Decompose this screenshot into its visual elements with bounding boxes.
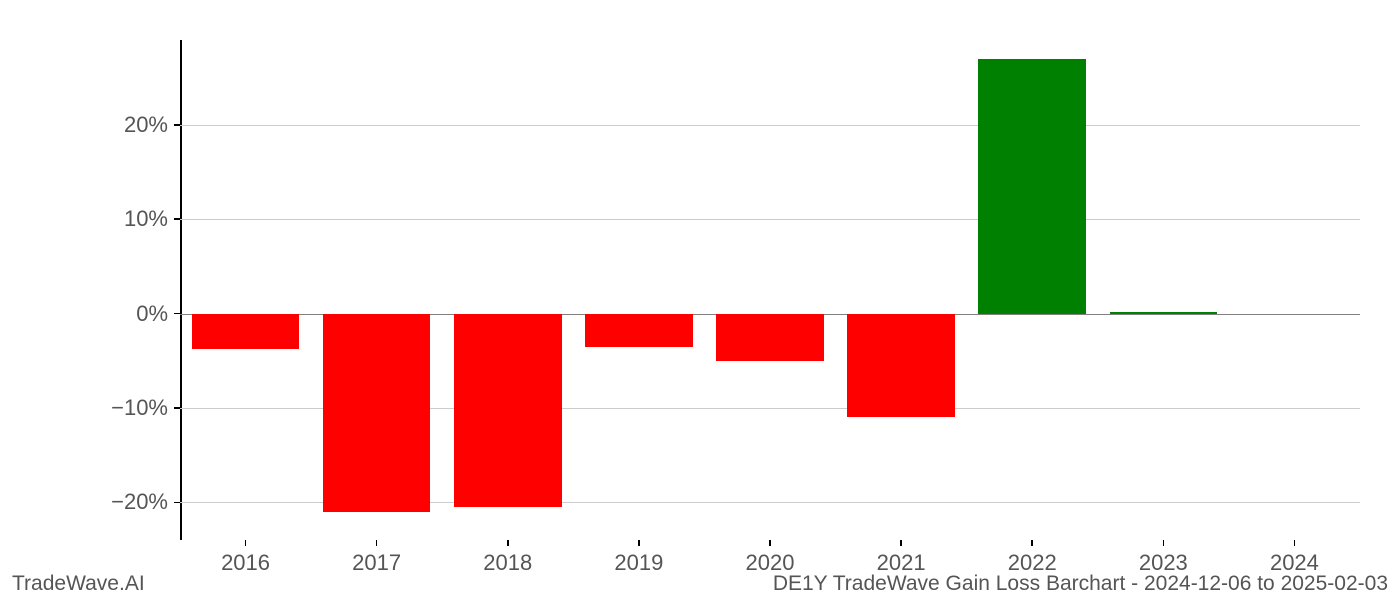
y-tick-mark — [174, 407, 180, 409]
gridline — [180, 219, 1360, 220]
bar — [454, 314, 562, 507]
plot-area: −20%−10%0%10%20%201620172018201920202021… — [180, 40, 1360, 540]
x-tick-mark — [1031, 540, 1033, 546]
x-tick-mark — [638, 540, 640, 546]
x-tick-label: 2019 — [614, 550, 663, 576]
y-tick-label: 10% — [124, 206, 168, 232]
x-tick-mark — [245, 540, 247, 546]
x-tick-mark — [1163, 540, 1165, 546]
bar — [1110, 312, 1218, 314]
x-tick-mark — [376, 540, 378, 546]
y-tick-mark — [174, 313, 180, 315]
x-tick-mark — [769, 540, 771, 546]
y-tick-label: 0% — [136, 301, 168, 327]
x-tick-label: 2016 — [221, 550, 270, 576]
chart-container: −20%−10%0%10%20%201620172018201920202021… — [180, 40, 1360, 540]
gridline — [180, 125, 1360, 126]
bar — [323, 314, 431, 512]
bar — [978, 59, 1086, 314]
y-tick-mark — [174, 218, 180, 220]
bar — [847, 314, 955, 418]
x-tick-label: 2018 — [483, 550, 532, 576]
y-tick-mark — [174, 502, 180, 504]
x-tick-label: 2017 — [352, 550, 401, 576]
footer-right-label: DE1Y TradeWave Gain Loss Barchart - 2024… — [773, 572, 1388, 596]
y-axis-line — [180, 40, 182, 540]
y-tick-label: −20% — [111, 489, 168, 515]
x-tick-mark — [900, 540, 902, 546]
x-tick-mark — [1294, 540, 1296, 546]
bar — [585, 314, 693, 347]
footer-left-label: TradeWave.AI — [12, 572, 145, 596]
y-tick-label: 20% — [124, 112, 168, 138]
x-tick-mark — [507, 540, 509, 546]
y-tick-mark — [174, 124, 180, 126]
bar — [716, 314, 824, 361]
y-tick-label: −10% — [111, 395, 168, 421]
bar — [192, 314, 300, 350]
